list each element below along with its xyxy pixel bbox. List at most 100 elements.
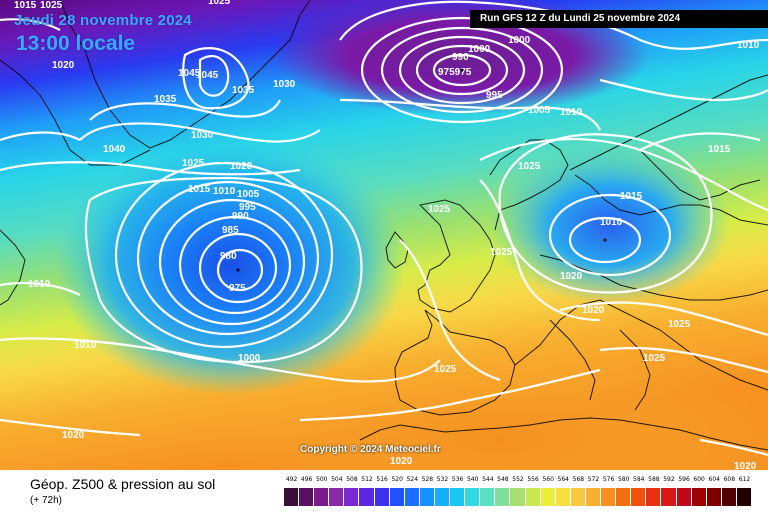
isobar-label: 1030 [273, 79, 296, 90]
scale-tick-label: 520 [391, 476, 403, 483]
scale-swatch [299, 488, 315, 506]
scale-tick-label: 508 [346, 476, 358, 483]
isobar-label: 1025 [40, 0, 63, 11]
scale-swatch [661, 488, 677, 506]
isobar-label: 1025 [434, 364, 457, 375]
scale-swatch [344, 488, 360, 506]
legend-bar: Géop. Z500 & pression au sol (+ 72h) 492… [0, 470, 768, 512]
isobar-label: 1025 [668, 319, 691, 330]
isobar-label: 990 [452, 52, 469, 63]
isobar-label: 995 [486, 90, 503, 101]
scale-tick-label: 572 [587, 476, 600, 483]
isobar-label: 1020 [230, 161, 253, 172]
isobar-label: 1020 [52, 60, 75, 71]
scale-tick-label: 580 [617, 476, 630, 483]
scale-tick-label: 592 [663, 476, 675, 483]
forecast-date: Jeudi 28 novembre 2024 [14, 12, 192, 29]
scale-swatch [284, 488, 300, 506]
scale-tick-label: 532 [436, 476, 449, 483]
isobar-label: 1045 [196, 70, 219, 81]
scale-tick-label: 500 [316, 476, 328, 483]
isobar-label: 1035 [232, 85, 255, 96]
scale-swatch [570, 488, 586, 506]
isobar-label: 1025 [643, 353, 666, 364]
isobar-labels: 1025 1025 1015 1020 1045 1045 1035 1030 … [14, 0, 760, 470]
scale-tick-label: 604 [708, 476, 720, 483]
isobar-label: 1025 [182, 158, 205, 169]
run-info: Run GFS 12 Z du Lundi 25 novembre 2024 [470, 10, 768, 28]
isobar-label: 1015 [708, 144, 731, 155]
scale-tick-label: 536 [451, 476, 464, 483]
forecast-time: 13:00 locale [16, 32, 136, 55]
scale-tick-label: 492 [285, 476, 298, 483]
isobar-label: 1025 [490, 247, 513, 258]
isobar-label: 1015 [620, 191, 643, 202]
scale-swatch [419, 488, 435, 506]
isobar-label: 980 [220, 251, 237, 262]
atlantic-low-area [55, 135, 405, 395]
scale-swatch [450, 488, 466, 506]
scale-tick-label: 496 [300, 476, 313, 483]
pressure-markers [236, 68, 607, 272]
isobar-label: 1020 [390, 456, 413, 467]
baltic-low-area [490, 145, 730, 305]
isobar-label: 1015 [188, 184, 211, 195]
isobar-label: 1020 [734, 461, 757, 470]
isobar-label: 1005 [237, 189, 260, 200]
scale-swatch [691, 488, 707, 506]
scale-swatch [616, 488, 632, 506]
isobar-label: 1000 [508, 35, 531, 46]
isobar-label: 1045 [178, 68, 201, 79]
scale-swatch [389, 488, 405, 506]
isobar-label: 985 [222, 225, 239, 236]
scale-tick-label: 524 [406, 476, 419, 483]
isobar-label: 1005 [528, 105, 551, 116]
scale-tick-label: 556 [527, 476, 539, 483]
scale-swatch [631, 488, 647, 506]
weather-map: 1025 1025 1015 1020 1045 1045 1035 1030 … [0, 0, 768, 470]
isobar-label: 1020 [62, 430, 85, 441]
scale-tick-label: 588 [648, 476, 660, 483]
scale-swatch [646, 488, 662, 506]
isobar-label: 1025 [518, 161, 541, 172]
scale-swatch [721, 488, 737, 506]
isobar-label: 1010 [213, 186, 236, 197]
scale-tick-label: 596 [678, 476, 690, 483]
scale-swatch [359, 488, 375, 506]
scale-swatch [404, 488, 420, 506]
copyright: Copyright © 2024 Meteociel.fr [300, 444, 441, 455]
scale-swatch [676, 488, 692, 506]
isobar-label: 1025 [428, 204, 451, 215]
scale-swatch [736, 488, 752, 506]
isobar-label: 1010 [560, 107, 583, 118]
south-warm-area [220, 350, 768, 470]
isobar-label: 1040 [103, 144, 126, 155]
scale-swatch [555, 488, 571, 506]
isobar-label: 1000 [468, 44, 491, 55]
scale-tick-label: 548 [497, 476, 509, 483]
color-scale: 492 496 500 504 508 512 516 520 524 528 532 536 540 5… [284, 476, 752, 508]
scale-swatch [314, 488, 330, 506]
isobar-label: 1010 [737, 40, 760, 51]
scale-tick-label: 544 [482, 476, 494, 483]
isobar-label: 975975 [438, 67, 472, 78]
scale-swatch [434, 488, 451, 506]
isobar-label: 975 [229, 283, 246, 294]
isobar-label: 1030 [191, 130, 214, 141]
scale-swatch [480, 488, 496, 506]
scale-tick-label: 608 [723, 476, 736, 483]
scale-tick-label: 528 [421, 476, 434, 483]
scale-tick-label: 576 [602, 476, 615, 483]
isobar-label: 1020 [560, 271, 583, 282]
scale-tick-label: 560 [542, 476, 554, 483]
isobar-label: 995 [239, 202, 256, 213]
isobar-label: 1035 [154, 94, 177, 105]
scale-swatch [540, 488, 556, 506]
scale-swatch [525, 488, 541, 506]
scale-tick-label: 516 [376, 476, 388, 483]
isobar-label: 1015 [14, 0, 37, 11]
scale-tick-label: 552 [512, 476, 524, 483]
scale-swatch [585, 488, 602, 506]
scale-tick-label: 584 [633, 476, 645, 483]
legend-subtitle: (+ 72h) [30, 495, 62, 506]
